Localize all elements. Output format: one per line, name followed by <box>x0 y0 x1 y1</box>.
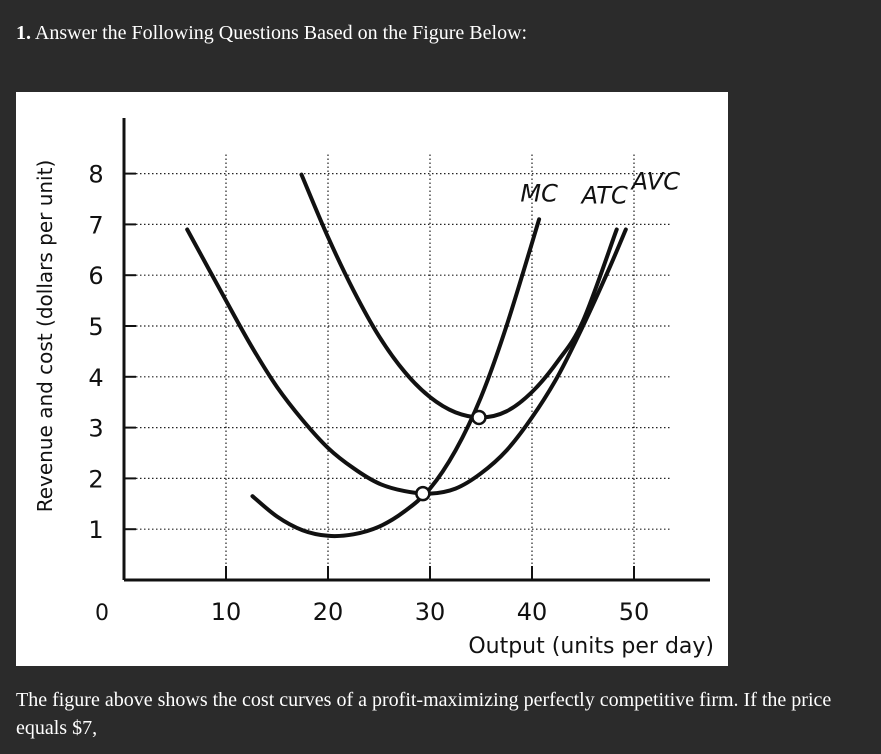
y-tick-label: 3 <box>88 415 103 443</box>
y-tick-label: 1 <box>88 516 103 544</box>
x-tick-label: 50 <box>619 598 650 626</box>
avc-curve <box>185 227 628 496</box>
intersection-point <box>415 485 431 502</box>
x-tick-label: 40 <box>517 598 548 626</box>
question-heading: 1. Answer the Following Questions Based … <box>16 20 527 46</box>
grid-lines <box>124 153 670 580</box>
y-tick-label: 5 <box>88 313 103 341</box>
atc-label: ATC <box>580 181 628 209</box>
y-tick-label: 2 <box>88 465 103 493</box>
atc-curve <box>299 172 619 420</box>
intersection-point <box>471 409 487 426</box>
question-number: 1. <box>16 22 31 44</box>
x-tick-label: 10 <box>211 598 242 626</box>
curve-labels: MC ATC AVC <box>520 167 680 209</box>
x-tick-label: 20 <box>313 598 344 626</box>
question-heading-text: Answer the Following Questions Based on … <box>34 22 528 44</box>
y-axis-label: Revenue and cost (dollars per unit) <box>33 160 57 513</box>
y-tick-label: 4 <box>88 364 103 392</box>
x-axis-label: Output (units per day) <box>468 634 714 659</box>
y-tick-label: 6 <box>88 262 103 290</box>
cost-curves-chart: 1 2 3 4 5 6 7 8 10 20 30 40 50 MC ATC AVC 0 Output (un… <box>33 118 714 659</box>
origin-label: 0 <box>95 601 109 626</box>
question-body: The figure above shows the cost curves o… <box>16 689 832 739</box>
tick-labels: 1 2 3 4 5 6 7 8 10 20 30 40 50 <box>88 161 649 626</box>
cost-curves <box>185 172 628 539</box>
x-tick-label: 30 <box>415 598 446 626</box>
cost-curves-figure: 1 2 3 4 5 6 7 8 10 20 30 40 50 MC ATC AVC 0 Output (un… <box>16 92 728 666</box>
mc-curve <box>250 217 542 539</box>
avc-label: AVC <box>630 167 681 195</box>
y-tick-label: 8 <box>88 161 103 189</box>
mc-label: MC <box>520 179 558 207</box>
intersection-points <box>415 409 487 502</box>
y-tick-label: 7 <box>88 211 103 239</box>
axes <box>122 118 710 582</box>
